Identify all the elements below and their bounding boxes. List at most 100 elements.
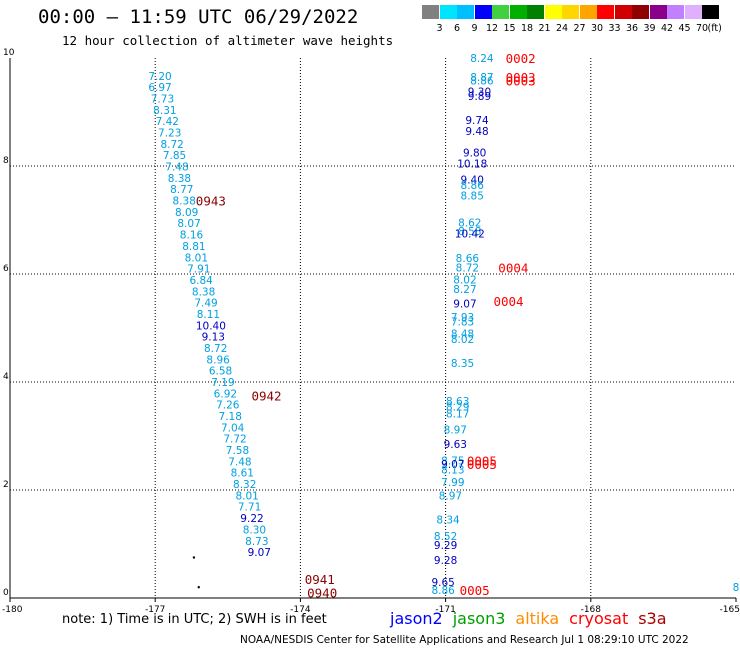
wave-height-label: 7.91 [187,264,210,276]
color-swatch [649,5,667,19]
x-tick-label: -174 [290,605,311,615]
wave-height-label: 8.35 [451,358,474,370]
wave-height-label: 10.18 [457,158,487,170]
color-scale-tick: 3 [436,23,443,34]
wave-height-label: 8.11 [197,309,220,321]
wave-height-label: 8.87 [470,72,493,84]
wave-height-label: 9.22 [240,513,263,525]
color-swatch [614,5,632,19]
wave-height-label: 7.42 [156,116,179,128]
track-dot [192,556,196,559]
wave-height-label: 7.83 [451,317,474,329]
color-scale-tick: 12 [485,23,499,34]
y-tick-label: 8 [3,156,9,166]
y-tick-label: 4 [3,372,9,382]
wave-height-label: 8.01 [185,252,208,264]
wave-height-label: 9.80 [463,148,486,160]
wave-height-label: 8 [733,582,740,594]
wave-height-label: 8.31 [153,105,176,117]
wave-height-label: 8.07 [177,218,200,230]
track-dot [197,586,200,589]
wave-height-label: 8.16 [180,230,204,242]
wave-height-label: 8.86 [431,585,455,597]
wave-height-label: 9.74 [465,115,489,127]
color-swatch [509,5,527,19]
wave-height-label: 7.93 [451,312,474,324]
wave-height-label: 8.77 [170,184,193,196]
wave-height-label: 6.97 [148,82,171,94]
time-label: 0941 [305,572,335,587]
color-swatch [562,5,579,19]
color-swatch [439,5,457,19]
chart-title: 00:00 – 11:59 UTC 06/29/2022 [38,6,359,28]
color-scale-tick: 6 [453,23,461,34]
x-tick-label: -168 [581,605,602,615]
wave-height-label: 9.40 [461,175,484,187]
wave-height-label: 8.75 [441,455,464,467]
color-scale-tick: 18 [520,23,534,34]
time-label: 0003 [506,74,536,89]
color-scale-tick: 15 [503,23,516,34]
wave-height-label: 8.62 [458,218,481,230]
time-label: 0002 [506,51,536,66]
wave-height-label: 7.99 [441,477,464,489]
satellite-legend-jason2: jason2 [390,609,443,628]
wave-height-label: 9.13 [202,332,225,344]
wave-height-label: 6.84 [189,275,213,287]
grid [10,58,736,598]
wave-height-label: 9.48 [465,126,488,138]
wave-height-label: 8.81 [182,241,205,253]
wave-height-label: 8.58 [458,226,481,238]
wave-height-label: 8.02 [453,274,476,286]
color-swatch [632,5,649,19]
wave-height-label: 7.58 [226,445,249,457]
wave-height-label: 9.07 [441,459,464,471]
color-scale-tick: 70 [695,23,709,34]
wave-height-label: 8.63 [446,396,469,408]
x-tick-label: -165 [720,605,740,615]
wave-height-label: 9.29 [434,540,457,552]
wave-height-label: 6.92 [214,388,237,400]
wave-height-label: 9.28 [434,555,457,567]
wave-height-label: 8.61 [231,468,254,480]
color-swatch [527,5,544,19]
wave-height-label: 7.26 [216,400,240,412]
wave-height-label: 7.49 [194,298,217,310]
time-label: 0940 [307,586,337,601]
y-tick-label: 10 [3,48,15,58]
x-tick-label: -177 [145,605,165,615]
wave-height-label: 6.58 [209,366,232,378]
wave-height-label: 8.72 [456,263,479,275]
color-scale-tick: 42 [660,23,674,34]
y-tick-label: 0 [3,588,9,598]
color-swatch [474,5,492,19]
color-scale-tick: 24 [555,23,569,34]
time-label: 0005 [460,583,490,598]
wave-height-label: 10.40 [196,320,226,332]
wave-height-label: 8.38 [192,286,215,298]
color-scale-unit: (ft) [707,23,722,34]
time-label: 0943 [196,194,226,209]
color-swatch [422,5,439,19]
wave-height-label: 10.42 [455,229,485,241]
wave-height-label: 8.86 [470,76,494,88]
time-label: 0005 [467,453,497,468]
satellite-legend: jason2 jason3 altika cryosat s3a [390,609,677,628]
color-scale-tick: 27 [573,23,586,34]
wave-height-label: 8.48 [451,328,474,340]
footnote: note: 1) Time is in UTC; 2) SWH is in fe… [62,612,327,627]
wave-height-label: 8.24 [470,53,494,65]
color-swatch [579,5,597,19]
color-swatch [667,5,684,19]
wave-height-label: 8.38 [173,196,196,208]
axes: -180 -177 -174 -171 -168 -165 0 2 4 6 8 10 [2,48,740,615]
wave-height-label: 8.85 [461,191,484,203]
x-tick-label: -180 [2,605,23,615]
wave-height-label: 8.27 [453,284,476,296]
color-scale-tick: 36 [625,23,639,34]
wave-height-label: 7.85 [163,150,186,162]
wave-height-label: 7.04 [221,422,245,434]
wave-height-label: 7.19 [211,377,234,389]
wave-height-label: 9.07 [453,299,476,311]
